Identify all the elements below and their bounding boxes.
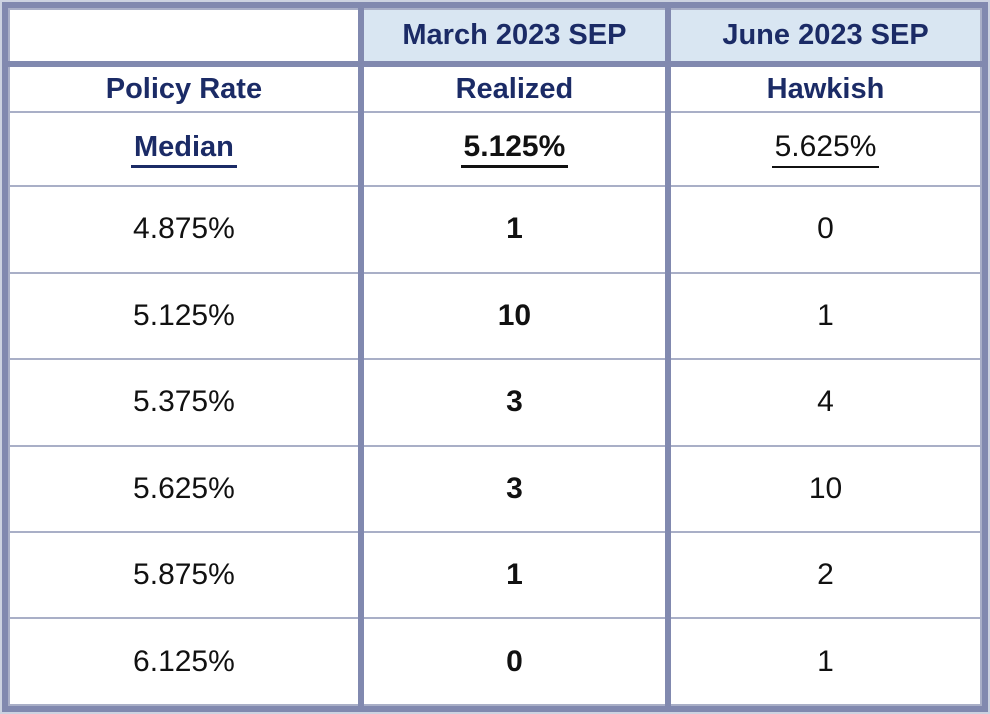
realized-count: 3	[506, 471, 523, 505]
table-row: 5.125% 10 1	[8, 271, 982, 361]
hawkish-cell: 2	[665, 531, 982, 620]
rate-cell: 5.125%	[8, 271, 362, 361]
march-sep-header-cell: March 2023 SEP	[357, 8, 670, 67]
hawkish-count: 1	[817, 644, 834, 678]
hawkish-cell: 1	[665, 271, 982, 361]
policy-rate-value: 5.375%	[133, 385, 235, 419]
realized-cell: 1	[357, 185, 670, 274]
median-label: Median	[130, 132, 237, 169]
hawkish-count: 1	[817, 298, 834, 332]
policy-rate-header-cell: Policy Rate	[8, 62, 362, 114]
policy-rate-value: 6.125%	[133, 644, 235, 678]
table-row: 4.875% 1 0	[8, 185, 982, 274]
table-row: 5.625% 3 10	[8, 444, 982, 534]
table-row: 6.125% 0 1	[8, 617, 982, 706]
hawkish-count: 10	[808, 471, 843, 505]
march-sep-header-label: March 2023 SEP	[402, 19, 627, 52]
rate-cell: 5.625%	[8, 444, 362, 534]
policy-rate-value: 5.875%	[133, 558, 235, 592]
realized-cell: 10	[357, 271, 670, 361]
realized-count: 10	[497, 298, 532, 332]
realized-cell: 3	[357, 358, 670, 447]
hawkish-header-label: Hawkish	[766, 73, 885, 106]
realized-count: 0	[506, 644, 523, 678]
median-label-cell: Median	[8, 111, 362, 188]
hawkish-cell: 10	[665, 444, 982, 534]
hawkish-cell: 1	[665, 617, 982, 706]
june-sep-header-label: June 2023 SEP	[722, 19, 929, 52]
table-row: 5.875% 1 2	[8, 531, 982, 620]
realized-header-label: Realized	[455, 73, 574, 106]
rate-cell: 5.875%	[8, 531, 362, 620]
realized-count: 1	[506, 212, 523, 246]
hawkish-count: 2	[817, 558, 834, 592]
empty-corner-cell	[8, 8, 362, 67]
rate-cell: 5.375%	[8, 358, 362, 447]
realized-cell: 1	[357, 531, 670, 620]
median-row: Median 5.125% 5.625%	[8, 111, 982, 188]
median-hawkish-value: 5.625%	[771, 131, 880, 169]
subheader-row: Policy Rate Realized Hawkish	[8, 62, 982, 114]
hawkish-header-cell: Hawkish	[665, 62, 982, 114]
policy-rate-value: 4.875%	[133, 212, 235, 246]
policy-rate-header-label: Policy Rate	[105, 73, 263, 106]
policy-rate-value: 5.625%	[133, 471, 235, 505]
realized-count: 1	[506, 558, 523, 592]
policy-rate-value: 5.125%	[133, 298, 235, 332]
median-realized-cell: 5.125%	[357, 111, 670, 188]
realized-header-cell: Realized	[357, 62, 670, 114]
header-row: March 2023 SEP June 2023 SEP	[8, 8, 982, 67]
policy-rate-table: March 2023 SEP June 2023 SEP Policy Rate…	[8, 8, 982, 706]
hawkish-cell: 0	[665, 185, 982, 274]
hawkish-count: 4	[817, 385, 834, 419]
june-sep-header-cell: June 2023 SEP	[665, 8, 982, 67]
median-hawkish-cell: 5.625%	[665, 111, 982, 188]
rate-cell: 6.125%	[8, 617, 362, 706]
realized-cell: 0	[357, 617, 670, 706]
hawkish-cell: 4	[665, 358, 982, 447]
table-row: 5.375% 3 4	[8, 358, 982, 447]
realized-cell: 3	[357, 444, 670, 534]
median-realized-value: 5.125%	[460, 131, 569, 169]
rate-cell: 4.875%	[8, 185, 362, 274]
hawkish-count: 0	[817, 212, 834, 246]
realized-count: 3	[506, 385, 523, 419]
